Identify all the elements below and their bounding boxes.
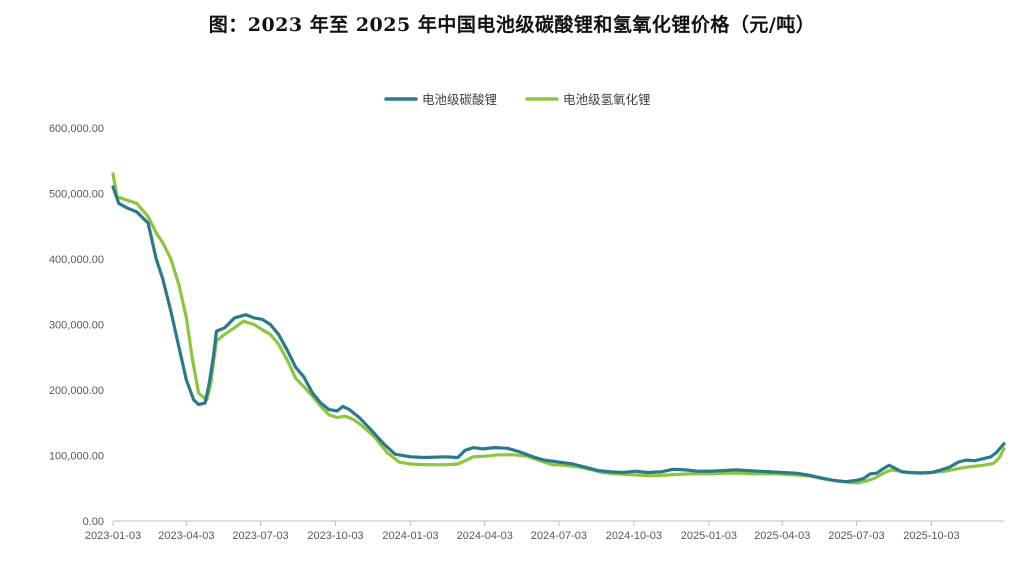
x-tick-label: 2025-10-03	[903, 530, 959, 542]
x-tick-label: 2025-04-03	[754, 530, 810, 542]
x-tick-label: 2025-01-03	[681, 530, 737, 542]
x-tick-label: 2023-04-03	[158, 530, 214, 542]
y-tick-label: 400,000.00	[49, 254, 104, 266]
x-tick-label: 2024-01-03	[382, 530, 438, 542]
series-group	[111, 172, 1006, 485]
y-tick-label: 100,000.00	[49, 451, 104, 463]
series-line-1	[111, 185, 1006, 484]
x-tick-label: 2024-10-03	[606, 530, 662, 542]
y-tick-label: 500,000.00	[49, 189, 104, 201]
series-line-2	[111, 172, 1006, 485]
x-tick-label: 2024-04-03	[457, 530, 513, 542]
y-axis: 0.00 100,000.00 200,000.00 300,000.00 400,00…	[49, 123, 104, 528]
y-tick-label: 0.00	[83, 516, 104, 528]
y-tick-label: 300,000.00	[49, 320, 104, 332]
legend-label-1: 电池级碳酸锂	[422, 92, 497, 107]
chart-title: 图：2023 年至 2025 年中国电池级碳酸锂和氢氧化锂价格（元/吨）	[208, 14, 816, 36]
y-tick-label: 600,000.00	[49, 123, 104, 135]
legend-label-2: 电池级氢氧化锂	[563, 92, 651, 107]
x-tick-label: 2025-07-03	[828, 530, 884, 542]
x-axis: 2023-01-03 2023-04-03 2023-07-03 2023-10-03…	[85, 520, 1004, 542]
x-tick-label: 2024-07-03	[531, 530, 587, 542]
x-tick-label: 2023-10-03	[307, 530, 363, 542]
x-tick-label: 2023-01-03	[85, 530, 141, 542]
legend: 电池级碳酸锂 电池级氢氧化锂	[384, 92, 651, 107]
x-tick-label: 2023-07-03	[232, 530, 288, 542]
y-tick-label: 200,000.00	[49, 385, 104, 397]
